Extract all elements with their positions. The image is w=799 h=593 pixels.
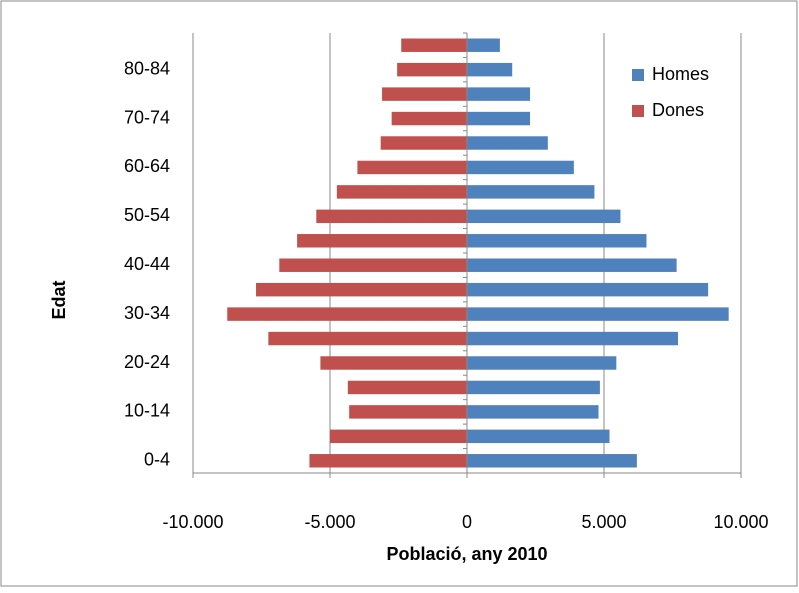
bar	[336, 185, 467, 199]
bar	[349, 405, 467, 419]
bar	[467, 307, 729, 321]
bar	[467, 38, 500, 52]
bar	[279, 258, 467, 272]
bar	[382, 87, 467, 101]
legend-swatch	[632, 69, 644, 81]
bar	[467, 454, 637, 468]
bar	[467, 331, 678, 346]
x-tick-label: -10.000	[162, 512, 223, 532]
bar	[467, 429, 610, 444]
y-tick-label: 10-14	[124, 401, 170, 421]
y-axis-label: Edat	[49, 280, 69, 319]
bar	[467, 258, 677, 272]
legend-label: Homes	[652, 64, 709, 84]
y-tick-label: 30-34	[124, 303, 170, 323]
bar	[467, 405, 599, 419]
bar	[330, 429, 467, 444]
bar	[309, 454, 467, 468]
bar	[467, 185, 595, 199]
bar	[467, 87, 531, 101]
bar	[401, 38, 467, 52]
bar	[297, 234, 467, 248]
y-tick-label: 40-44	[124, 254, 170, 274]
bar	[467, 111, 531, 126]
bar	[467, 160, 574, 175]
x-tick-label: 0	[462, 512, 472, 532]
bar	[397, 62, 467, 77]
bar	[467, 380, 600, 395]
y-tick-label: 0-4	[144, 450, 170, 470]
x-tick-label: 5.000	[581, 512, 626, 532]
bar	[467, 282, 709, 297]
bar	[227, 307, 467, 321]
bar	[357, 160, 467, 175]
bar	[467, 356, 617, 370]
bar	[467, 62, 513, 77]
bar	[256, 282, 467, 297]
bar	[347, 380, 467, 395]
y-tick-label: 50-54	[124, 205, 170, 225]
y-tick-label: 20-24	[124, 352, 170, 372]
y-tick-label: 70-74	[124, 107, 170, 127]
y-tick-label: 80-84	[124, 58, 170, 78]
legend-label: Dones	[652, 100, 704, 120]
bar	[316, 209, 467, 224]
bar	[380, 136, 467, 150]
bar	[467, 136, 548, 150]
bar	[467, 209, 621, 224]
y-tick-label: 60-64	[124, 156, 170, 176]
bar	[268, 331, 467, 346]
bar	[320, 356, 467, 370]
x-axis-label: Població, any 2010	[386, 544, 547, 564]
bar	[391, 111, 467, 126]
bar	[467, 234, 647, 248]
legend-swatch	[632, 105, 644, 117]
x-tick-label: 10.000	[713, 512, 768, 532]
x-tick-label: -5.000	[304, 512, 355, 532]
